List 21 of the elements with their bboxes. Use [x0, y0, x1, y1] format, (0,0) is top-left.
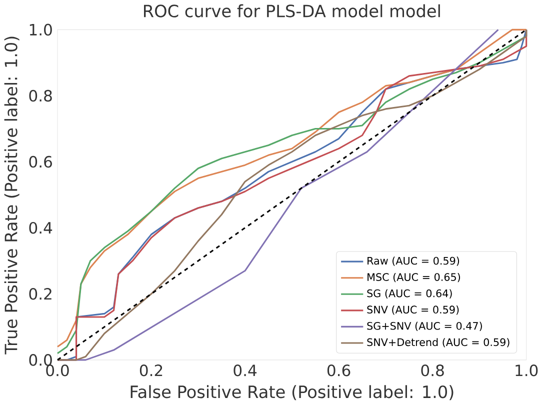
y-tick-label: 0.8	[29, 90, 52, 102]
legend-label: SG (AUC = 0.64)	[367, 289, 452, 298]
legend-label: SG+SNV (AUC = 0.47)	[367, 322, 482, 331]
chart-title: ROC curve for PLS-DA model model	[144, 4, 440, 18]
x-axis-title: False Positive Rate (Positive label: 1.0)	[130, 384, 454, 400]
y-tick-label: 1.0	[30, 24, 52, 36]
y-tick-label: 0.2	[29, 288, 52, 300]
y-axis-title: True Positive Rate (Positive label: 1.0)	[4, 36, 20, 354]
x-tick-label: 0.4	[234, 364, 257, 376]
legend-label: Raw (AUC = 0.59)	[368, 256, 460, 266]
x-tick-label: 0.2	[140, 364, 162, 376]
y-tick-label: 0.6	[29, 156, 52, 168]
x-tick-label: 1.0	[516, 364, 538, 376]
legend-label: SNV+Detrend (AUC = 0.59)	[367, 338, 510, 348]
x-tick-label: 0.8	[421, 364, 444, 376]
y-tick-label: 0.0	[29, 354, 52, 366]
x-tick-label: 0.0	[46, 364, 69, 376]
legend-label: MSC (AUC = 0.65)	[368, 272, 460, 282]
x-tick-label: 0.6	[327, 364, 350, 376]
legend-label: SNV (AUC = 0.59)	[367, 305, 459, 315]
y-tick-label: 0.4	[29, 222, 52, 234]
